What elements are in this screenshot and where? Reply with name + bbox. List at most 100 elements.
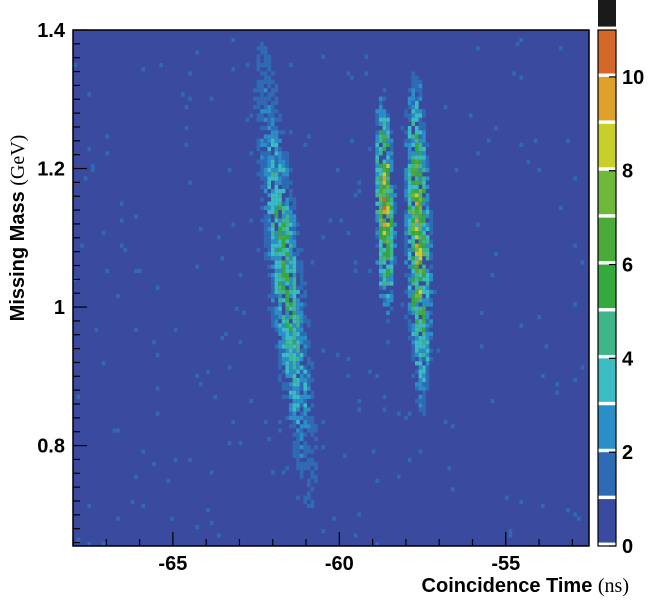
heatmap-cell xyxy=(285,302,289,307)
heatmap-cell xyxy=(382,159,387,164)
heatmap-cell xyxy=(411,210,415,215)
heatmap-cell xyxy=(407,218,412,223)
heatmap-cell xyxy=(299,373,304,378)
heatmap-cell xyxy=(263,54,268,59)
heatmap-cell xyxy=(379,205,383,210)
heatmap-cell xyxy=(263,117,268,122)
heatmap-cell xyxy=(386,243,390,248)
heatmap-cell xyxy=(271,79,275,84)
heatmap-cell xyxy=(281,226,286,231)
x-axis: -65 -60 -55 xyxy=(72,532,573,575)
heatmap-cell xyxy=(184,126,189,131)
heatmap-cell xyxy=(382,168,387,173)
heatmap-cell xyxy=(296,327,300,332)
heatmap-cell xyxy=(375,121,379,126)
heatmap-cell xyxy=(292,386,297,391)
heatmap-cell xyxy=(263,100,268,105)
heatmap-cell xyxy=(407,289,412,294)
heatmap-cell xyxy=(271,168,275,173)
heatmap-cell xyxy=(278,180,282,185)
heatmap-cell xyxy=(303,294,307,299)
heatmap-cell xyxy=(310,390,315,395)
heatmap-cell xyxy=(393,201,397,206)
heatmap-cell xyxy=(231,420,235,425)
heatmap-cell xyxy=(411,231,415,236)
heatmap-cell xyxy=(411,281,415,286)
heatmap-cell xyxy=(429,289,433,294)
heatmap-cell xyxy=(274,231,279,236)
heatmap-cell xyxy=(134,327,138,332)
heatmap-cell xyxy=(382,176,387,181)
heatmap-cell xyxy=(263,420,268,425)
heatmap-cell xyxy=(292,441,297,446)
heatmap-cell xyxy=(386,163,390,168)
heatmap-cell xyxy=(379,260,383,265)
heatmap-cell xyxy=(386,264,390,269)
heatmap-cell xyxy=(415,298,419,303)
heatmap-cell xyxy=(253,96,257,101)
heatmap-cell xyxy=(289,226,293,231)
heatmap-cell xyxy=(285,348,289,353)
heatmap-cell xyxy=(415,130,419,135)
heatmap-cell xyxy=(278,373,282,378)
heatmap-cell xyxy=(404,180,408,185)
heatmap-cell xyxy=(425,193,430,198)
heatmap-cell xyxy=(271,134,275,139)
heatmap-cell xyxy=(375,210,379,215)
heatmap-cell xyxy=(260,184,264,189)
heatmap-cell xyxy=(422,130,426,135)
heatmap-cell xyxy=(418,369,423,374)
heatmap-cell xyxy=(386,176,390,181)
heatmap-cell xyxy=(285,247,289,252)
heatmap-cell xyxy=(411,336,415,341)
heatmap-cell xyxy=(418,298,423,303)
heatmap-cell xyxy=(386,281,390,286)
heatmap-cell xyxy=(303,331,307,336)
heatmap-cell xyxy=(256,138,261,143)
heatmap-cell xyxy=(310,420,315,425)
heatmap-cell xyxy=(375,134,379,139)
heatmap-cell xyxy=(407,201,412,206)
heatmap-cell xyxy=(425,155,430,160)
heatmap-cell xyxy=(296,462,300,467)
heatmap-cell xyxy=(289,205,293,210)
heatmap-cell xyxy=(418,352,423,357)
heatmap-cell xyxy=(404,247,408,252)
heatmap-cell xyxy=(508,533,513,538)
heatmap-cell xyxy=(519,499,523,504)
heatmap-cell xyxy=(231,67,235,72)
heatmap-cell xyxy=(285,415,289,420)
heatmap-cell xyxy=(285,394,289,399)
heatmap-cell xyxy=(292,449,297,454)
heatmap-cell xyxy=(389,147,394,152)
heatmap-cell xyxy=(267,58,271,63)
heatmap-cell xyxy=(379,231,383,236)
heatmap-cell xyxy=(299,436,304,441)
heatmap-cell xyxy=(415,315,419,320)
heatmap-cell xyxy=(278,172,282,177)
heatmap-cell xyxy=(307,382,311,387)
heatmap-cell xyxy=(299,474,304,479)
heatmap-cell xyxy=(281,319,286,324)
heatmap-cell xyxy=(404,289,408,294)
heatmap-cell xyxy=(411,294,415,299)
heatmap-cell xyxy=(292,205,297,210)
heatmap-cell xyxy=(278,231,282,236)
heatmap-cell xyxy=(418,394,423,399)
heatmap-cell xyxy=(278,289,282,294)
heatmap-cell xyxy=(415,361,419,366)
heatmap-cell xyxy=(271,298,275,303)
heatmap-cell xyxy=(263,58,268,63)
heatmap-cell xyxy=(227,441,232,446)
heatmap-cell xyxy=(425,289,430,294)
heatmap-cell xyxy=(289,365,293,370)
heatmap-cell xyxy=(260,172,264,177)
heatmap-cell xyxy=(382,210,387,215)
heatmap-cell xyxy=(379,138,383,143)
heatmap-cell xyxy=(263,155,268,160)
heatmap-cell xyxy=(271,142,275,147)
heatmap-cell xyxy=(285,222,289,227)
heatmap-cell xyxy=(263,88,268,93)
heatmap-cell xyxy=(271,470,275,475)
heatmap-cell xyxy=(375,168,379,173)
